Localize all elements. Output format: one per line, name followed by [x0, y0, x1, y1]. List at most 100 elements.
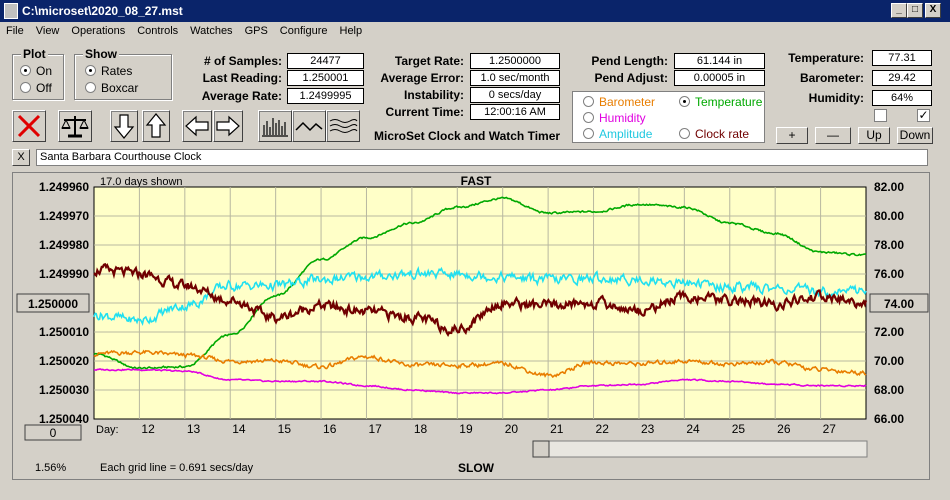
arrow-down-button[interactable] — [110, 110, 138, 142]
y-left-tick-label: 1.250020 — [39, 354, 89, 368]
clear-clock-name-button[interactable]: X — [12, 149, 30, 166]
radio-icon — [583, 96, 594, 107]
current-time-field: 12:00:16 AM — [470, 104, 560, 120]
overlay-center-value: 74.00 — [884, 297, 914, 311]
rate-center-button — [16, 293, 90, 313]
samples-label: # of Samples: — [203, 54, 282, 68]
x-tick-label: 27 — [823, 422, 837, 436]
histogram-button[interactable] — [258, 110, 292, 142]
overlay-amplitude-radio[interactable]: Amplitude — [583, 127, 652, 141]
x-tick-label: 17 — [368, 422, 382, 436]
checkbox-left[interactable] — [874, 109, 887, 122]
y-left-tick-label: 1.249990 — [39, 267, 89, 281]
title-bar: C:\microset\2020_08_27.mst _ □ X — [0, 0, 950, 22]
arrow-down-icon — [113, 114, 135, 139]
x-tick-label: 13 — [187, 422, 201, 436]
show-boxcar-radio[interactable]: Boxcar — [85, 81, 138, 95]
series-line-temperature — [93, 196, 867, 370]
temperature-label: Temperature: — [788, 51, 864, 65]
maximize-button[interactable]: □ — [907, 3, 923, 18]
menu-help[interactable]: Help — [339, 25, 363, 37]
menu-view[interactable]: View — [35, 25, 60, 37]
arrow-up-button[interactable] — [142, 110, 170, 142]
y-right-tick-label: 82.00 — [874, 180, 904, 194]
x-tick-label: 21 — [550, 422, 564, 436]
average-rate-field: 1.2499995 — [287, 88, 364, 104]
rate-center-value: 1.250000 — [28, 297, 78, 311]
radio-icon — [20, 82, 31, 93]
humidity-field: 64% — [872, 90, 932, 106]
overlay-humidity-radio[interactable]: Humidity — [583, 111, 646, 125]
plot-on-radio[interactable]: On — [20, 64, 52, 78]
app-icon[interactable] — [4, 3, 18, 19]
overlay-clock-rate-radio[interactable]: Clock rate — [679, 127, 749, 141]
menu-configure[interactable]: Configure — [279, 25, 328, 37]
x-tick-label: 23 — [641, 422, 655, 436]
pend-adjust-label: Pend Adjust: — [594, 71, 668, 85]
chart: 12 13 14 15 16 17 18 19 20 21 22 23 24 25 26 27 Day: 1.24… — [16, 174, 929, 475]
instability-field: 0 secs/day — [470, 87, 560, 103]
series-line-barometer — [93, 349, 867, 379]
radio-icon — [583, 112, 594, 123]
temperature-field: 77.31 — [872, 50, 932, 66]
x-tick-label: 19 — [459, 422, 473, 436]
slow-label: SLOW — [458, 461, 495, 475]
menu-bar: File View Operations Controls Watches GPS Conf… — [0, 22, 950, 42]
show-group: Show Rates Boxcar — [74, 47, 172, 100]
radio-selected-icon — [20, 65, 31, 76]
scrollbar-thumb — [532, 440, 550, 458]
wave-button[interactable] — [292, 110, 326, 142]
menu-controls[interactable]: Controls — [137, 25, 179, 37]
stop-button[interactable] — [12, 110, 46, 142]
radio-selected-icon — [679, 96, 690, 107]
average-error-field: 1.0 sec/month — [470, 70, 560, 86]
series-line-humidity — [93, 368, 867, 395]
scale-down-button[interactable]: Down — [897, 127, 933, 144]
x-tick-label: 12 — [141, 422, 155, 436]
y-right-tick-label: 76.00 — [874, 267, 904, 281]
overlay-barometer-radio[interactable]: Barometer — [583, 95, 655, 109]
ripple-button[interactable] — [326, 110, 360, 142]
menu-file[interactable]: File — [6, 25, 24, 37]
y-left-tick-label: 1.250030 — [39, 383, 89, 397]
balance-button[interactable] — [58, 110, 92, 142]
plot-off-radio[interactable]: Off — [20, 81, 52, 95]
y-left-tick-label: 1.250040 — [39, 412, 89, 426]
scale-plus-button[interactable]: + — [776, 127, 808, 144]
target-rate-field[interactable]: 1.2500000 — [470, 53, 560, 69]
samples-field: 24477 — [287, 53, 364, 69]
window-title: C:\microset\2020_08_27.mst — [22, 4, 183, 18]
arrow-right-button[interactable] — [213, 110, 243, 142]
overlay-temperature-radio[interactable]: Temperature — [679, 95, 762, 109]
y-right-tick-label: 72.00 — [874, 325, 904, 339]
chart-panel: 12 13 14 15 16 17 18 19 20 21 22 23 24 25 26 27 Day: 1.24… — [12, 172, 930, 480]
minimize-button[interactable]: _ — [891, 3, 907, 18]
x-tick-label: 22 — [596, 422, 610, 436]
y-right-tick-label: 70.00 — [874, 354, 904, 368]
arrow-left-button[interactable] — [182, 110, 212, 142]
y-right-tick-label: 68.00 — [874, 383, 904, 397]
close-button[interactable]: X — [925, 3, 941, 18]
scale-minus-button[interactable]: — — [815, 127, 851, 144]
x-tick-label: 24 — [686, 422, 700, 436]
arrow-up-icon — [145, 113, 167, 138]
y-left-tick-label: 1.249970 — [39, 209, 89, 223]
grid-scale-label: Each grid line = 0.691 secs/day — [100, 462, 254, 474]
show-rates-radio[interactable]: Rates — [85, 64, 132, 78]
last-reading-label: Last Reading: — [202, 71, 282, 85]
pend-adjust-field[interactable]: 0.00005 in — [674, 70, 765, 86]
current-time-label: Current Time: — [385, 105, 464, 119]
menu-operations[interactable]: Operations — [71, 25, 126, 37]
menu-gps[interactable]: GPS — [244, 25, 268, 37]
zero-button-label: 0 — [50, 426, 57, 440]
series-line-amplitude — [93, 265, 867, 326]
menu-watches[interactable]: Watches — [190, 25, 233, 37]
clock-name-input[interactable]: Santa Barbara Courthouse Clock — [36, 149, 928, 166]
checkbox-right[interactable]: ✓ — [917, 108, 930, 122]
scale-up-button[interactable]: Up — [858, 127, 890, 144]
radio-selected-icon — [85, 65, 96, 76]
plot-group: Plot On Off — [12, 47, 64, 100]
y-left-tick-label: 1.250010 — [39, 325, 89, 339]
pend-length-field[interactable]: 61.144 in — [674, 53, 765, 69]
app-name: MicroSet Clock and Watch Timer — [374, 129, 561, 143]
